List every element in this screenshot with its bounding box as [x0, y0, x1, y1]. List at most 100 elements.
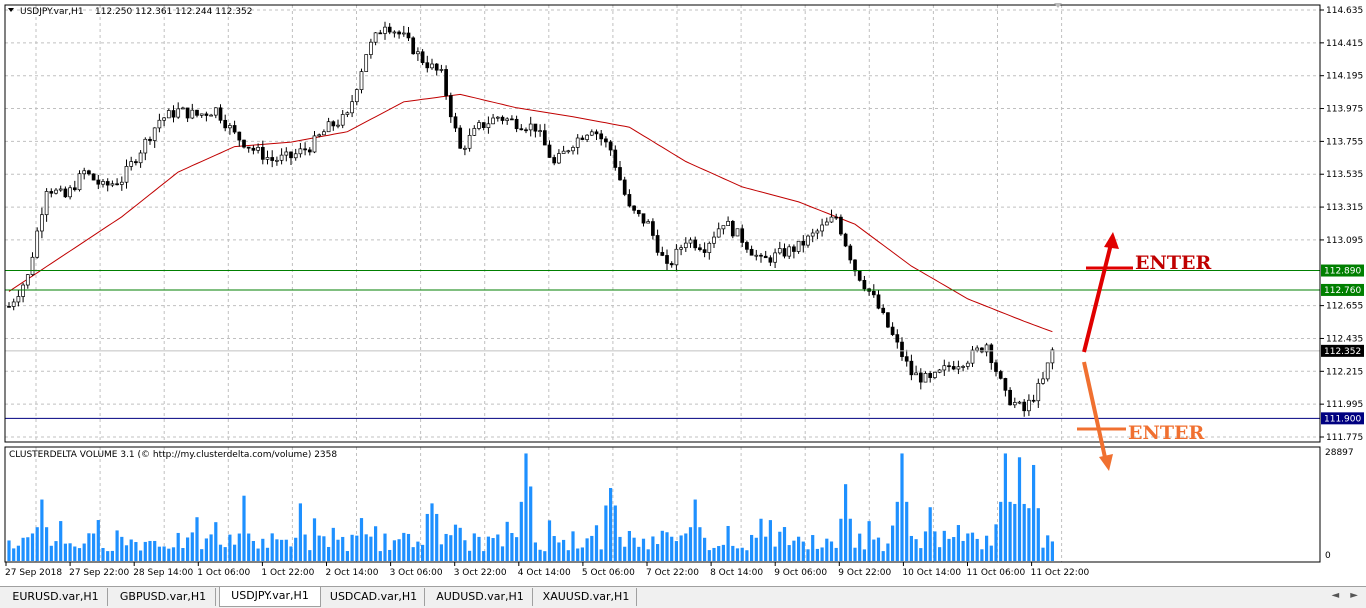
time-tick-label: 10 Oct 14:00: [902, 568, 961, 578]
volume-bar: [181, 548, 185, 561]
volume-bar: [251, 540, 255, 561]
candle-body: [815, 230, 820, 234]
volume-bar: [482, 551, 486, 561]
chart-tab[interactable]: GBPUSD.var,H1: [111, 588, 216, 606]
buy-enter-label: ENTER: [1135, 252, 1211, 274]
volume-bar: [745, 550, 749, 561]
chart-tab[interactable]: USDCAD.var,H1: [323, 588, 425, 606]
volume-bar: [829, 541, 834, 561]
volume-bar: [623, 546, 627, 561]
candle-body: [495, 116, 500, 119]
candle-body: [350, 101, 354, 114]
candle-body: [373, 32, 378, 43]
volume-bar: [740, 547, 744, 561]
volume-bar: [204, 538, 208, 561]
volume-bar: [571, 531, 575, 561]
volume-max-label: 28897: [1325, 448, 1354, 458]
candle-body: [561, 150, 566, 154]
candle-body: [651, 221, 655, 236]
candle-body: [787, 246, 792, 257]
price-chart[interactable]: 112.890 112.760 112.352 111.900 114.635 114.…: [0, 0, 1366, 586]
candle-body: [505, 118, 510, 121]
volume-bar: [1017, 457, 1022, 561]
ohlc-readout: 112.250 112.361 112.244 112.352: [95, 7, 252, 17]
candle-body: [228, 125, 232, 129]
candle-body: [589, 131, 594, 136]
candle-body: [1022, 401, 1027, 412]
volume-bar: [1013, 503, 1017, 561]
candle-body: [1008, 389, 1012, 406]
candle-body: [608, 141, 613, 151]
time-tick-label: 11 Oct 06:00: [967, 568, 1026, 578]
volume-bar: [905, 501, 909, 561]
time-tick-label: 27 Sep 22:00: [69, 568, 129, 578]
time-tick-label: 27 Sep 2018: [5, 568, 62, 578]
volume-bar: [265, 547, 270, 561]
candle-body: [242, 139, 246, 148]
candle-body: [984, 344, 989, 353]
level-price-box-middle: [1321, 283, 1364, 296]
chart-menu-icon[interactable]: [8, 8, 14, 12]
volume-bar: [872, 539, 876, 561]
price-tick-label: 114.635: [1326, 6, 1363, 16]
volume-bar: [63, 543, 67, 561]
candle-body: [143, 138, 148, 154]
candle-body: [716, 228, 721, 238]
symbol-title: USDJPY.var,H1: [20, 7, 84, 17]
volume-bar: [557, 542, 561, 561]
chart-tab[interactable]: AUDUSD.var,H1: [428, 588, 533, 606]
candle-body: [829, 216, 834, 223]
candle-body: [688, 239, 693, 244]
candle-body: [519, 128, 524, 131]
volume-bar: [543, 551, 547, 561]
candle-body: [552, 157, 557, 164]
candle-body: [406, 32, 411, 39]
volume-bar: [773, 546, 777, 561]
candle-body: [613, 149, 618, 168]
candle-body: [439, 69, 444, 71]
candle-body: [834, 216, 839, 219]
candle-body: [110, 183, 115, 186]
chart-tab[interactable]: XAUUSD.var,H1: [536, 588, 637, 606]
volume-bar: [303, 534, 307, 561]
volume-bar: [811, 535, 815, 561]
volume-bar: [486, 536, 490, 561]
candle-body: [289, 151, 293, 159]
chart-tab[interactable]: EURUSD.var,H1: [4, 588, 108, 606]
volume-bar: [670, 536, 674, 561]
price-tick-label: 113.975: [1326, 105, 1363, 115]
shift-marker-icon[interactable]: [1054, 3, 1062, 8]
candle-body: [256, 147, 260, 151]
candle-body: [857, 270, 862, 281]
candle-body: [730, 220, 735, 237]
chart-tab-bar: EURUSD.var,H1 GBPUSD.var,H1 USDJPY.var,H1 U…: [0, 586, 1366, 608]
volume-bar: [505, 521, 509, 561]
volume-bar: [717, 546, 721, 561]
candle-body: [618, 167, 622, 181]
volume-bar: [566, 550, 570, 561]
volume-bar: [688, 527, 693, 561]
candle-body: [472, 128, 477, 136]
volume-bar: [82, 543, 86, 561]
candle-body: [500, 116, 505, 121]
candle-body: [340, 114, 345, 126]
chart-tab[interactable]: USDJPY.var,H1: [219, 587, 321, 607]
volume-bar: [477, 536, 481, 561]
volume-bar: [594, 525, 599, 561]
candle-body: [303, 148, 307, 151]
candle-body: [213, 107, 218, 116]
volume-bar: [886, 543, 890, 561]
tab-scroll-arrows-icon[interactable]: ◄ ►: [1331, 590, 1362, 601]
volume-bar: [994, 524, 998, 561]
volume-bar: [237, 533, 241, 561]
volume-bar: [214, 522, 218, 561]
volume-bar: [439, 544, 443, 561]
candle-body: [514, 118, 519, 130]
candle-body: [763, 255, 768, 259]
volume-bar: [383, 533, 387, 561]
volume-bar: [171, 547, 176, 561]
candle-body: [72, 187, 77, 191]
volume-bar: [449, 535, 453, 561]
candle-body: [566, 150, 571, 153]
